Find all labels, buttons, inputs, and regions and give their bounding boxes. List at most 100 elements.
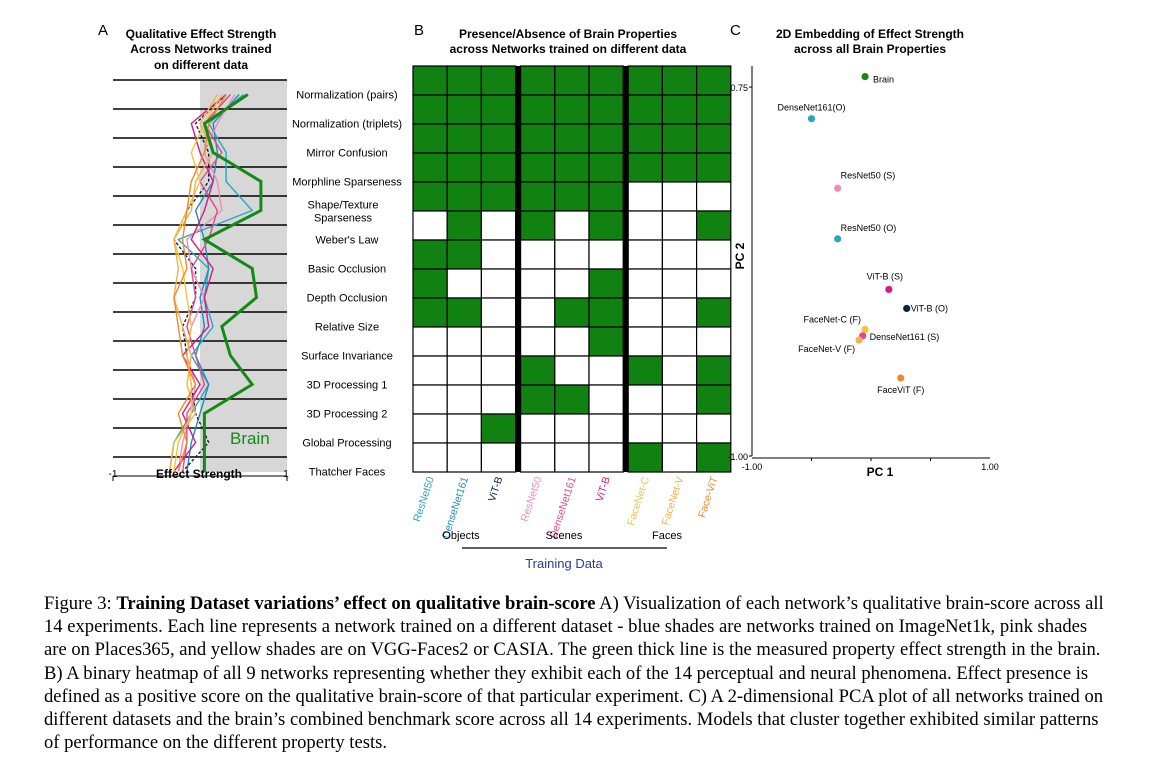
brain-series-label: Brain: [230, 429, 270, 448]
heatmap-cell: [480, 413, 517, 444]
heatmap-cell: [588, 239, 624, 270]
panel-c-xlabel: PC 1: [867, 465, 894, 479]
heatmap-cell: [554, 65, 590, 96]
scatter-point: [861, 325, 869, 334]
heatmap-cell: [588, 413, 624, 444]
heatmap-cell: [554, 94, 590, 125]
heatmap-cell: [412, 442, 448, 473]
heatmap-cell: [519, 413, 556, 444]
heatmap-cell: [588, 181, 624, 212]
heatmap-cell: [446, 65, 483, 96]
heatmap-cell: [695, 94, 732, 125]
scatter-point-label: ViT-B (S): [867, 271, 903, 281]
heatmap-cell: [480, 239, 517, 270]
heatmap-cell: [695, 152, 732, 183]
y-tick-label: -1.00: [727, 452, 748, 462]
heatmap-cell: [695, 442, 732, 473]
heatmap-cell: [554, 239, 590, 270]
heatmap-cell: [661, 268, 698, 299]
heatmap-cell: [412, 65, 448, 96]
heatmap-cell: [554, 355, 590, 386]
property-label: Morphline Sparseness: [292, 177, 402, 189]
heatmap-cell: [695, 210, 732, 241]
network-series-line: [173, 93, 227, 472]
heatmap-cell: [412, 326, 448, 357]
heatmap-cell: [661, 123, 698, 154]
heatmap-cell: [446, 239, 483, 270]
heatmap-cell: [519, 123, 556, 154]
heatmap-cell: [554, 413, 590, 444]
heatmap-cell: [695, 268, 732, 299]
panel-b: B Presence/Absence of Brain Properties a…: [411, 22, 732, 571]
training-data-label: Training Data: [525, 556, 603, 571]
heatmap-cell: [519, 384, 556, 415]
panel-a-title-line3: on different data: [154, 58, 248, 72]
heatmap-cell: [588, 297, 624, 328]
heatmap-cell: [446, 297, 483, 328]
heatmap-cell: [480, 210, 517, 241]
scatter-point: [885, 285, 893, 294]
heatmap-cell: [695, 181, 732, 212]
heatmap-cell: [446, 94, 483, 125]
pca-scatter: 0.75 -1.00-1.00 1.00 Brain DenseNet161(O) Res…: [727, 66, 999, 472]
group-separator: [623, 66, 629, 472]
panel-c: C 2D Embedding of Effect Strength across…: [727, 22, 998, 479]
heatmap-cell: [588, 355, 624, 386]
heatmap-cell: [446, 326, 483, 357]
heatmap-cell: [412, 152, 448, 183]
caption-prefix: Figure 3:: [44, 593, 117, 614]
scatter-point-label: ResNet50 (O): [841, 223, 897, 233]
heatmap-cell: [695, 297, 732, 328]
heatmap-cell: [661, 297, 698, 328]
heatmap-cell: [446, 413, 483, 444]
scatter-point-label: ViT-B (O): [911, 303, 948, 313]
panel-a-plot: [112, 79, 288, 481]
scatter-point: [807, 115, 816, 123]
heatmap-cell: [588, 123, 624, 154]
property-label: 3D Processing 1: [307, 380, 388, 392]
scatter-point: [834, 235, 842, 243]
heatmap-cell: [554, 297, 590, 328]
heatmap-cell: [480, 94, 517, 125]
heatmap-cell: [554, 210, 590, 241]
heatmap-cell: [588, 268, 624, 299]
heatmap-cell: [446, 268, 483, 299]
column-label: Face-ViT: [696, 475, 721, 520]
heatmap-cell: [588, 442, 624, 473]
scatter-point: [834, 184, 842, 192]
heatmap-cell: [695, 65, 732, 96]
heatmap-cell: [588, 384, 624, 415]
panel-b-letter: B: [414, 22, 424, 39]
heatmap-cell: [588, 65, 624, 96]
figure-caption: Figure 3: Training Dataset variations’ e…: [44, 592, 1110, 754]
scatter-point: [903, 304, 911, 313]
scatter-point: [861, 72, 869, 81]
heatmap-cell: [554, 268, 590, 299]
property-labels: Normalization (pairs) Normalization (trip…: [292, 90, 402, 479]
scatter-point-label: FaceNet-V (F): [798, 344, 855, 354]
heatmap-cell: [480, 384, 517, 415]
heatmap-cell: [661, 181, 698, 212]
heatmap-cell: [588, 152, 624, 183]
heatmap-cell: [412, 355, 448, 386]
group-separator: [515, 66, 521, 472]
heatmap-cell: [519, 181, 556, 212]
group-label-scenes: Scenes: [546, 530, 583, 542]
heatmap-cell: [519, 355, 556, 386]
panel-b-title-line1: Presence/Absence of Brain Properties: [459, 27, 677, 41]
column-label: ViT-B: [486, 475, 505, 503]
heatmap-cell: [412, 181, 448, 212]
heatmap-cell: [627, 239, 664, 270]
heatmap-cell: [695, 239, 732, 270]
heatmap-cell: [661, 65, 698, 96]
presence-heatmap: [412, 65, 732, 473]
heatmap-cell: [412, 413, 448, 444]
heatmap-cell: [480, 442, 517, 473]
heatmap-cell: [554, 123, 590, 154]
heatmap-cell: [412, 210, 448, 241]
heatmap-cell: [446, 355, 483, 386]
property-label: Basic Occlusion: [308, 264, 386, 276]
panel-a-title-line2: Across Networks trained: [130, 42, 271, 56]
property-label: Thatcher Faces: [309, 467, 386, 479]
network-series-line: [181, 94, 231, 472]
